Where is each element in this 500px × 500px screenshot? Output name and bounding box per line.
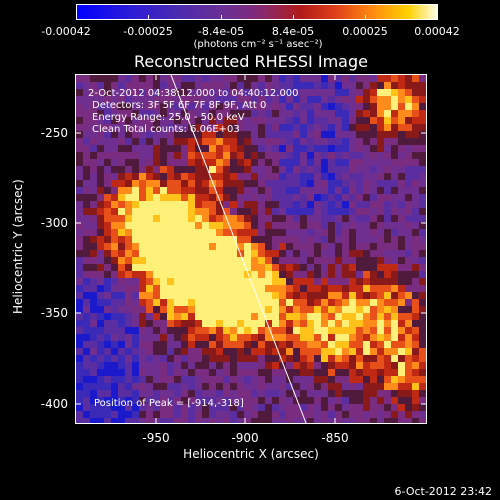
colorbar-tick — [148, 15, 149, 20]
y-axis-label: Heliocentric Y (arcsec) — [11, 179, 25, 314]
limb-line-layer — [170, 75, 307, 423]
x-tick-label: -850 — [321, 431, 349, 445]
colorbar-tick-label: 8.4e-05 — [271, 25, 315, 38]
colorbar-tick — [76, 15, 77, 20]
colorbar-tick-label: -8.4e-05 — [197, 25, 245, 38]
y-tick-label: -300 — [40, 216, 68, 230]
colorbar-tick — [221, 15, 222, 20]
solar-map-image — [76, 75, 426, 423]
footer-timestamp: 6-Oct-2012 23:42 — [394, 485, 492, 498]
solar-map-plot: 2-Oct-2012 04:38:12.000 to 04:40:12.000 … — [75, 74, 427, 424]
x-axis-label: Heliocentric X (arcsec) — [183, 447, 319, 461]
solar-limb-line — [170, 75, 307, 423]
y-tick-label: -250 — [40, 126, 68, 140]
plot-title: Reconstructed RHESSI Image — [134, 52, 368, 71]
energy-range-text: Energy Range: 25.0 - 50.0 keV — [92, 112, 245, 123]
colorbar-tick — [365, 15, 366, 20]
peak-position-text: Position of Peak = [-914,-318] — [94, 398, 244, 409]
colorbar-units: (photons cm⁻² s⁻¹ asec⁻²) — [193, 39, 323, 50]
colorbar-tick-label: 0.00025 — [342, 25, 388, 38]
colorbar-tick-label: -0.00025 — [123, 25, 173, 38]
time-range-text: 2-Oct-2012 04:38:12.000 to 04:40:12.000 — [88, 88, 299, 99]
y-tick-label: -350 — [40, 306, 68, 320]
colorbar-tick-label: -0.00042 — [41, 25, 91, 38]
colorbar-tick-label: 0.00042 — [414, 25, 460, 38]
x-tick-label: -900 — [231, 431, 259, 445]
colorbar-tick — [293, 15, 294, 20]
clean-counts-text: Clean Total counts: 6.06E+03 — [92, 124, 240, 135]
detectors-text: Detectors: 3F 5F 6F 7F 8F 9F, Att 0 — [92, 100, 267, 111]
x-tick-label: -950 — [142, 431, 170, 445]
y-tick-label: -400 — [40, 397, 68, 411]
colorbar-tick — [437, 15, 438, 20]
colorbar — [76, 4, 438, 20]
